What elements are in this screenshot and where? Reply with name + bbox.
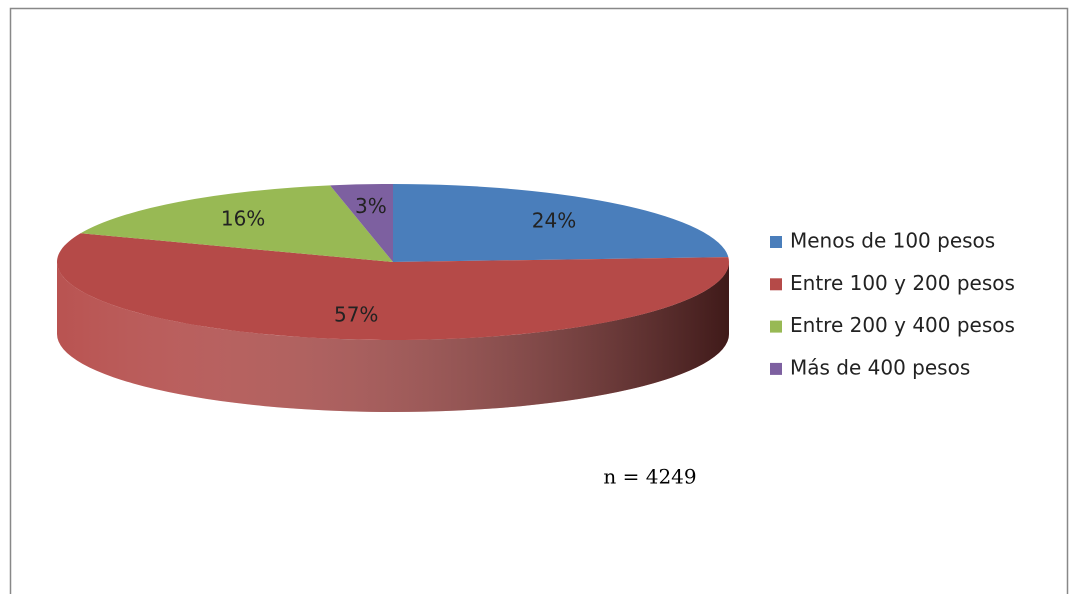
pie: 24% 57% 16% 3% <box>57 184 729 412</box>
data-label: 3% <box>355 194 387 218</box>
legend-swatch <box>770 362 782 375</box>
data-label: 24% <box>532 209 576 233</box>
pie-slice <box>330 184 393 262</box>
legend-label: Entre 200 y 400 pesos <box>790 313 1015 337</box>
data-label: 16% <box>221 206 265 230</box>
pie-slice <box>393 184 729 262</box>
pie-slice <box>57 233 729 340</box>
chart-frame <box>9 7 1069 594</box>
legend-label: Menos de 100 pesos <box>790 229 995 253</box>
annotation: n = 4249 <box>603 465 696 489</box>
legend-label: Entre 100 y 200 pesos <box>790 271 1015 295</box>
legend-label: Más de 400 pesos <box>790 355 970 379</box>
legend-swatch <box>770 278 782 291</box>
legend-swatch <box>770 320 782 333</box>
data-label: 57% <box>334 302 378 326</box>
pie-side-shade <box>57 262 729 412</box>
pie-slice <box>80 185 394 262</box>
legend-swatch <box>770 236 782 248</box>
legend: Menos de 100 pesos Entre 100 y 200 pesos E… <box>770 229 1015 379</box>
